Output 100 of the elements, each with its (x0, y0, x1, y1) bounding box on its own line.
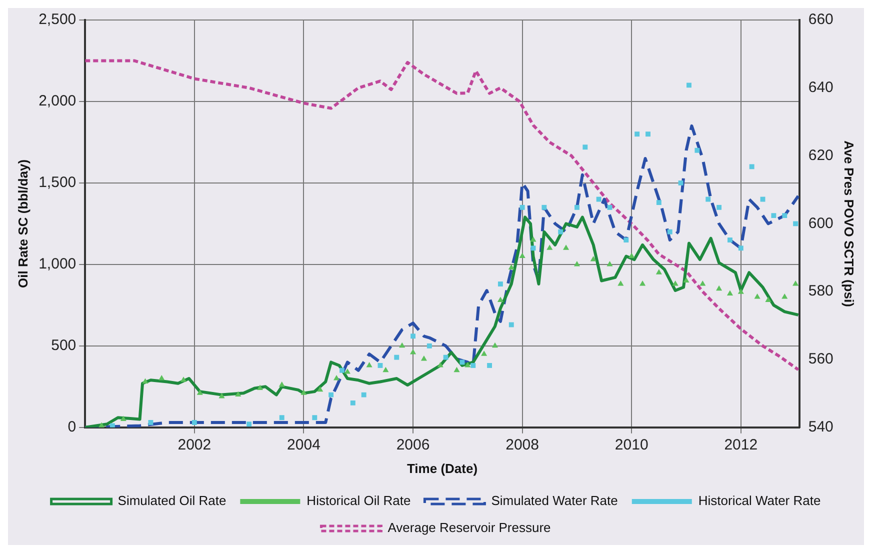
point (672, 280, 678, 286)
point (340, 368, 344, 373)
legend-label: Simulated Water Rate (491, 493, 618, 508)
point (793, 221, 798, 226)
point (683, 277, 690, 282)
point (726, 290, 734, 296)
y-tick-label: 1,500 (38, 174, 76, 192)
point (487, 363, 492, 368)
point (317, 386, 324, 392)
x-tick-label: 2010 (614, 436, 648, 454)
point (443, 354, 448, 360)
point (656, 200, 662, 205)
point (727, 238, 732, 242)
y2-tick-label: 660 (808, 11, 834, 28)
point (582, 144, 588, 150)
point (437, 362, 444, 368)
point (382, 366, 389, 372)
point (716, 285, 722, 291)
point (481, 350, 488, 356)
point (574, 260, 580, 266)
point (180, 376, 187, 382)
point (542, 204, 547, 210)
point (218, 392, 225, 398)
point (192, 420, 197, 425)
point (640, 280, 646, 286)
point (246, 422, 252, 427)
point (646, 132, 650, 137)
point (158, 375, 165, 380)
point (256, 384, 264, 390)
y-tick-label: 2,000 (38, 92, 76, 110)
point (618, 280, 624, 286)
point (361, 392, 366, 398)
x-tick-label: 2006 (396, 436, 430, 454)
point (782, 294, 788, 299)
legend-label: Historical Oil Rate (306, 493, 411, 508)
y-tick-label: 0 (68, 418, 76, 436)
y2-tick-label: 540 (808, 418, 834, 436)
point (142, 378, 148, 384)
y2-tick-label: 620 (808, 146, 834, 164)
legend-label: Average Reservoir Pressure (388, 520, 551, 536)
point (558, 229, 564, 234)
y2-axis-title: Ave Pres POVO SCTR (psi) (842, 140, 857, 307)
point (771, 213, 776, 218)
point (120, 416, 126, 421)
point (399, 342, 406, 348)
point (590, 256, 596, 262)
point (634, 132, 640, 137)
y-axis-title: Oil Rate SC (bbl/day) (15, 159, 30, 288)
point (312, 415, 318, 420)
point (792, 280, 799, 286)
point (716, 204, 722, 210)
point (738, 288, 744, 294)
point (628, 252, 635, 258)
point (508, 264, 514, 270)
point (656, 269, 662, 274)
point (454, 366, 460, 372)
y2-tick-label: 600 (808, 214, 834, 232)
point (530, 236, 536, 242)
point (694, 148, 700, 153)
point (530, 246, 536, 251)
point (678, 180, 684, 186)
point (460, 360, 465, 365)
y-tick-label: 2,500 (38, 11, 76, 28)
y2-tick-label: 560 (808, 350, 834, 368)
point (624, 238, 629, 242)
y2-tick-label: 580 (808, 282, 834, 300)
point (394, 354, 400, 360)
x-tick-label: 2002 (178, 436, 212, 454)
point (235, 391, 242, 397)
point (574, 204, 580, 210)
point (420, 355, 427, 361)
y-tick-label: 500 (51, 337, 76, 354)
point (426, 343, 432, 348)
x-tick-label: 2012 (724, 436, 758, 454)
point (470, 363, 476, 368)
point (278, 382, 285, 387)
point (686, 82, 692, 88)
point (700, 280, 706, 286)
point (606, 260, 613, 266)
point (498, 282, 503, 286)
point (410, 334, 416, 339)
x-axis-title: Time (Date) (406, 460, 478, 476)
point (563, 244, 570, 250)
legend-label: Simulated Oil Rate (118, 493, 226, 508)
point (738, 246, 744, 251)
point (333, 375, 340, 380)
point (378, 363, 383, 368)
point (749, 164, 754, 170)
y-tick-label: 1,000 (38, 256, 76, 273)
point (350, 400, 356, 406)
point (300, 390, 307, 395)
point (410, 348, 416, 354)
point (596, 196, 602, 202)
point (519, 252, 526, 258)
point (464, 362, 471, 368)
point (508, 322, 514, 328)
point (546, 244, 553, 250)
legend-label: Historical Water Rate (698, 493, 821, 508)
point (492, 342, 498, 348)
point (279, 415, 284, 420)
